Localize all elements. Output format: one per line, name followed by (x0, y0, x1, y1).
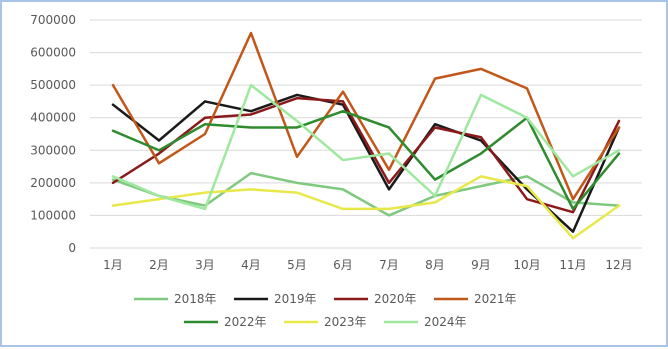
y-tick-label: 200000 (30, 176, 76, 190)
x-tick-label: 12月 (605, 258, 632, 272)
x-tick-label: 2月 (149, 258, 169, 272)
x-tick-label: 9月 (471, 258, 491, 272)
y-tick-label: 700000 (30, 13, 76, 27)
series-line (111, 93, 621, 233)
series-line (111, 96, 621, 214)
series-line (111, 109, 621, 211)
x-tick-label: 1月 (103, 258, 123, 272)
x-tick-label: 8月 (425, 258, 445, 272)
series-lines (111, 31, 621, 240)
x-tick-label: 10月 (513, 258, 540, 272)
legend-label: 2022年 (224, 315, 267, 329)
series-line (111, 175, 621, 240)
x-tick-label: 3月 (195, 258, 215, 272)
x-axis: 1月 2月 3月 4月 5月 6月 7月 8月 9月 10月 11月 12月 (103, 258, 632, 272)
x-tick-label: 4月 (241, 258, 261, 272)
line-chart: 0 100000 200000 300000 400000 500000 600000 700… (30, 13, 642, 329)
series-line (111, 31, 621, 201)
legend: 2018年 2019年 2020年 2021年 2022年 2023年 2024年 (134, 292, 517, 329)
x-tick-label: 11月 (559, 258, 586, 272)
y-tick-label: 300000 (30, 143, 76, 157)
series-line (111, 83, 621, 211)
y-tick-label: 100000 (30, 208, 76, 222)
legend-label: 2020年 (374, 292, 417, 306)
gridlines (90, 19, 642, 249)
legend-label: 2019年 (274, 292, 317, 306)
series-line (111, 171, 621, 217)
x-tick-label: 5月 (287, 258, 307, 272)
y-axis: 0 100000 200000 300000 400000 500000 600000 700… (30, 13, 76, 255)
y-tick-label: 500000 (30, 78, 76, 92)
x-tick-label: 6月 (333, 258, 353, 272)
legend-label: 2023年 (324, 315, 367, 329)
legend-label: 2021年 (474, 292, 517, 306)
x-tick-label: 7月 (379, 258, 399, 272)
y-tick-label: 0 (68, 241, 76, 255)
legend-label: 2018年 (174, 292, 217, 306)
y-tick-label: 600000 (30, 46, 76, 60)
y-tick-label: 400000 (30, 111, 76, 125)
legend-label: 2024年 (424, 315, 467, 329)
